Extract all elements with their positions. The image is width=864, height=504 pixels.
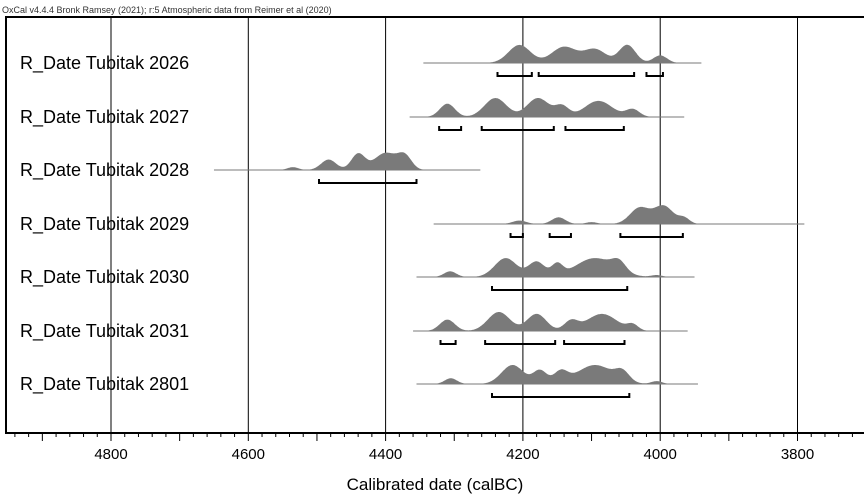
series-label: R_Date Tubitak 2029 xyxy=(20,214,189,235)
x-axis-label: Calibrated date (calBC) xyxy=(347,475,524,494)
range-bracket-1 xyxy=(496,72,533,77)
range-bracket-2 xyxy=(548,233,572,238)
range-bracket-2 xyxy=(537,72,636,77)
range-bracket-3 xyxy=(619,233,684,238)
grid-lines xyxy=(110,17,798,433)
x-tick-label-4400: 4400 xyxy=(369,446,402,463)
series-5: R_Date Tubitak 2030 xyxy=(20,258,695,291)
range-bracket-1 xyxy=(491,393,631,398)
software-header: OxCal v4.4.4 Bronk Ramsey (2021); r:5 At… xyxy=(2,5,332,15)
posterior-distribution xyxy=(423,44,702,63)
posterior-distribution xyxy=(416,258,695,277)
range-bracket-1 xyxy=(491,286,629,291)
posterior-distribution xyxy=(413,312,688,331)
x-tick-label-4600: 4600 xyxy=(232,446,265,463)
series-label: R_Date Tubitak 2027 xyxy=(20,107,189,128)
series-label: R_Date Tubitak 2028 xyxy=(20,160,189,181)
posterior-distribution xyxy=(416,365,698,384)
posterior-distribution xyxy=(214,152,481,170)
series-label: R_Date Tubitak 2026 xyxy=(20,53,189,74)
x-tick-label-4800: 4800 xyxy=(94,446,127,463)
range-bracket-3 xyxy=(645,72,664,77)
x-axis-ticks: 4800 4600 4400 4200 4000 3800 xyxy=(14,433,853,463)
x-tick-label-3800: 3800 xyxy=(781,446,814,463)
posterior-distribution xyxy=(409,98,685,117)
range-bracket-3 xyxy=(563,340,626,345)
x-tick-label-4000: 4000 xyxy=(644,446,677,463)
series-2: R_Date Tubitak 2027 xyxy=(20,98,685,131)
range-bracket-1 xyxy=(439,340,457,345)
series-7: R_Date Tubitak 2801 xyxy=(20,365,698,398)
range-bracket-3 xyxy=(564,126,625,131)
plot-frame xyxy=(5,16,864,434)
series-label: R_Date Tubitak 2031 xyxy=(20,321,189,342)
range-bracket-1 xyxy=(509,233,524,238)
range-bracket-2 xyxy=(484,340,557,345)
range-bracket-2 xyxy=(480,126,555,131)
series-4: R_Date Tubitak 2029 xyxy=(20,205,805,238)
series-group: R_Date Tubitak 2026 R_Date Tubitak 2027 R_… xyxy=(20,44,805,398)
series-3: R_Date Tubitak 2028 xyxy=(20,152,481,184)
series-label: R_Date Tubitak 2801 xyxy=(20,374,189,395)
range-bracket-1 xyxy=(438,126,463,131)
series-1: R_Date Tubitak 2026 xyxy=(20,44,702,77)
x-tick-label-4200: 4200 xyxy=(506,446,539,463)
series-label: R_Date Tubitak 2030 xyxy=(20,267,189,288)
series-6: R_Date Tubitak 2031 xyxy=(20,312,688,345)
range-bracket-1 xyxy=(318,179,418,184)
